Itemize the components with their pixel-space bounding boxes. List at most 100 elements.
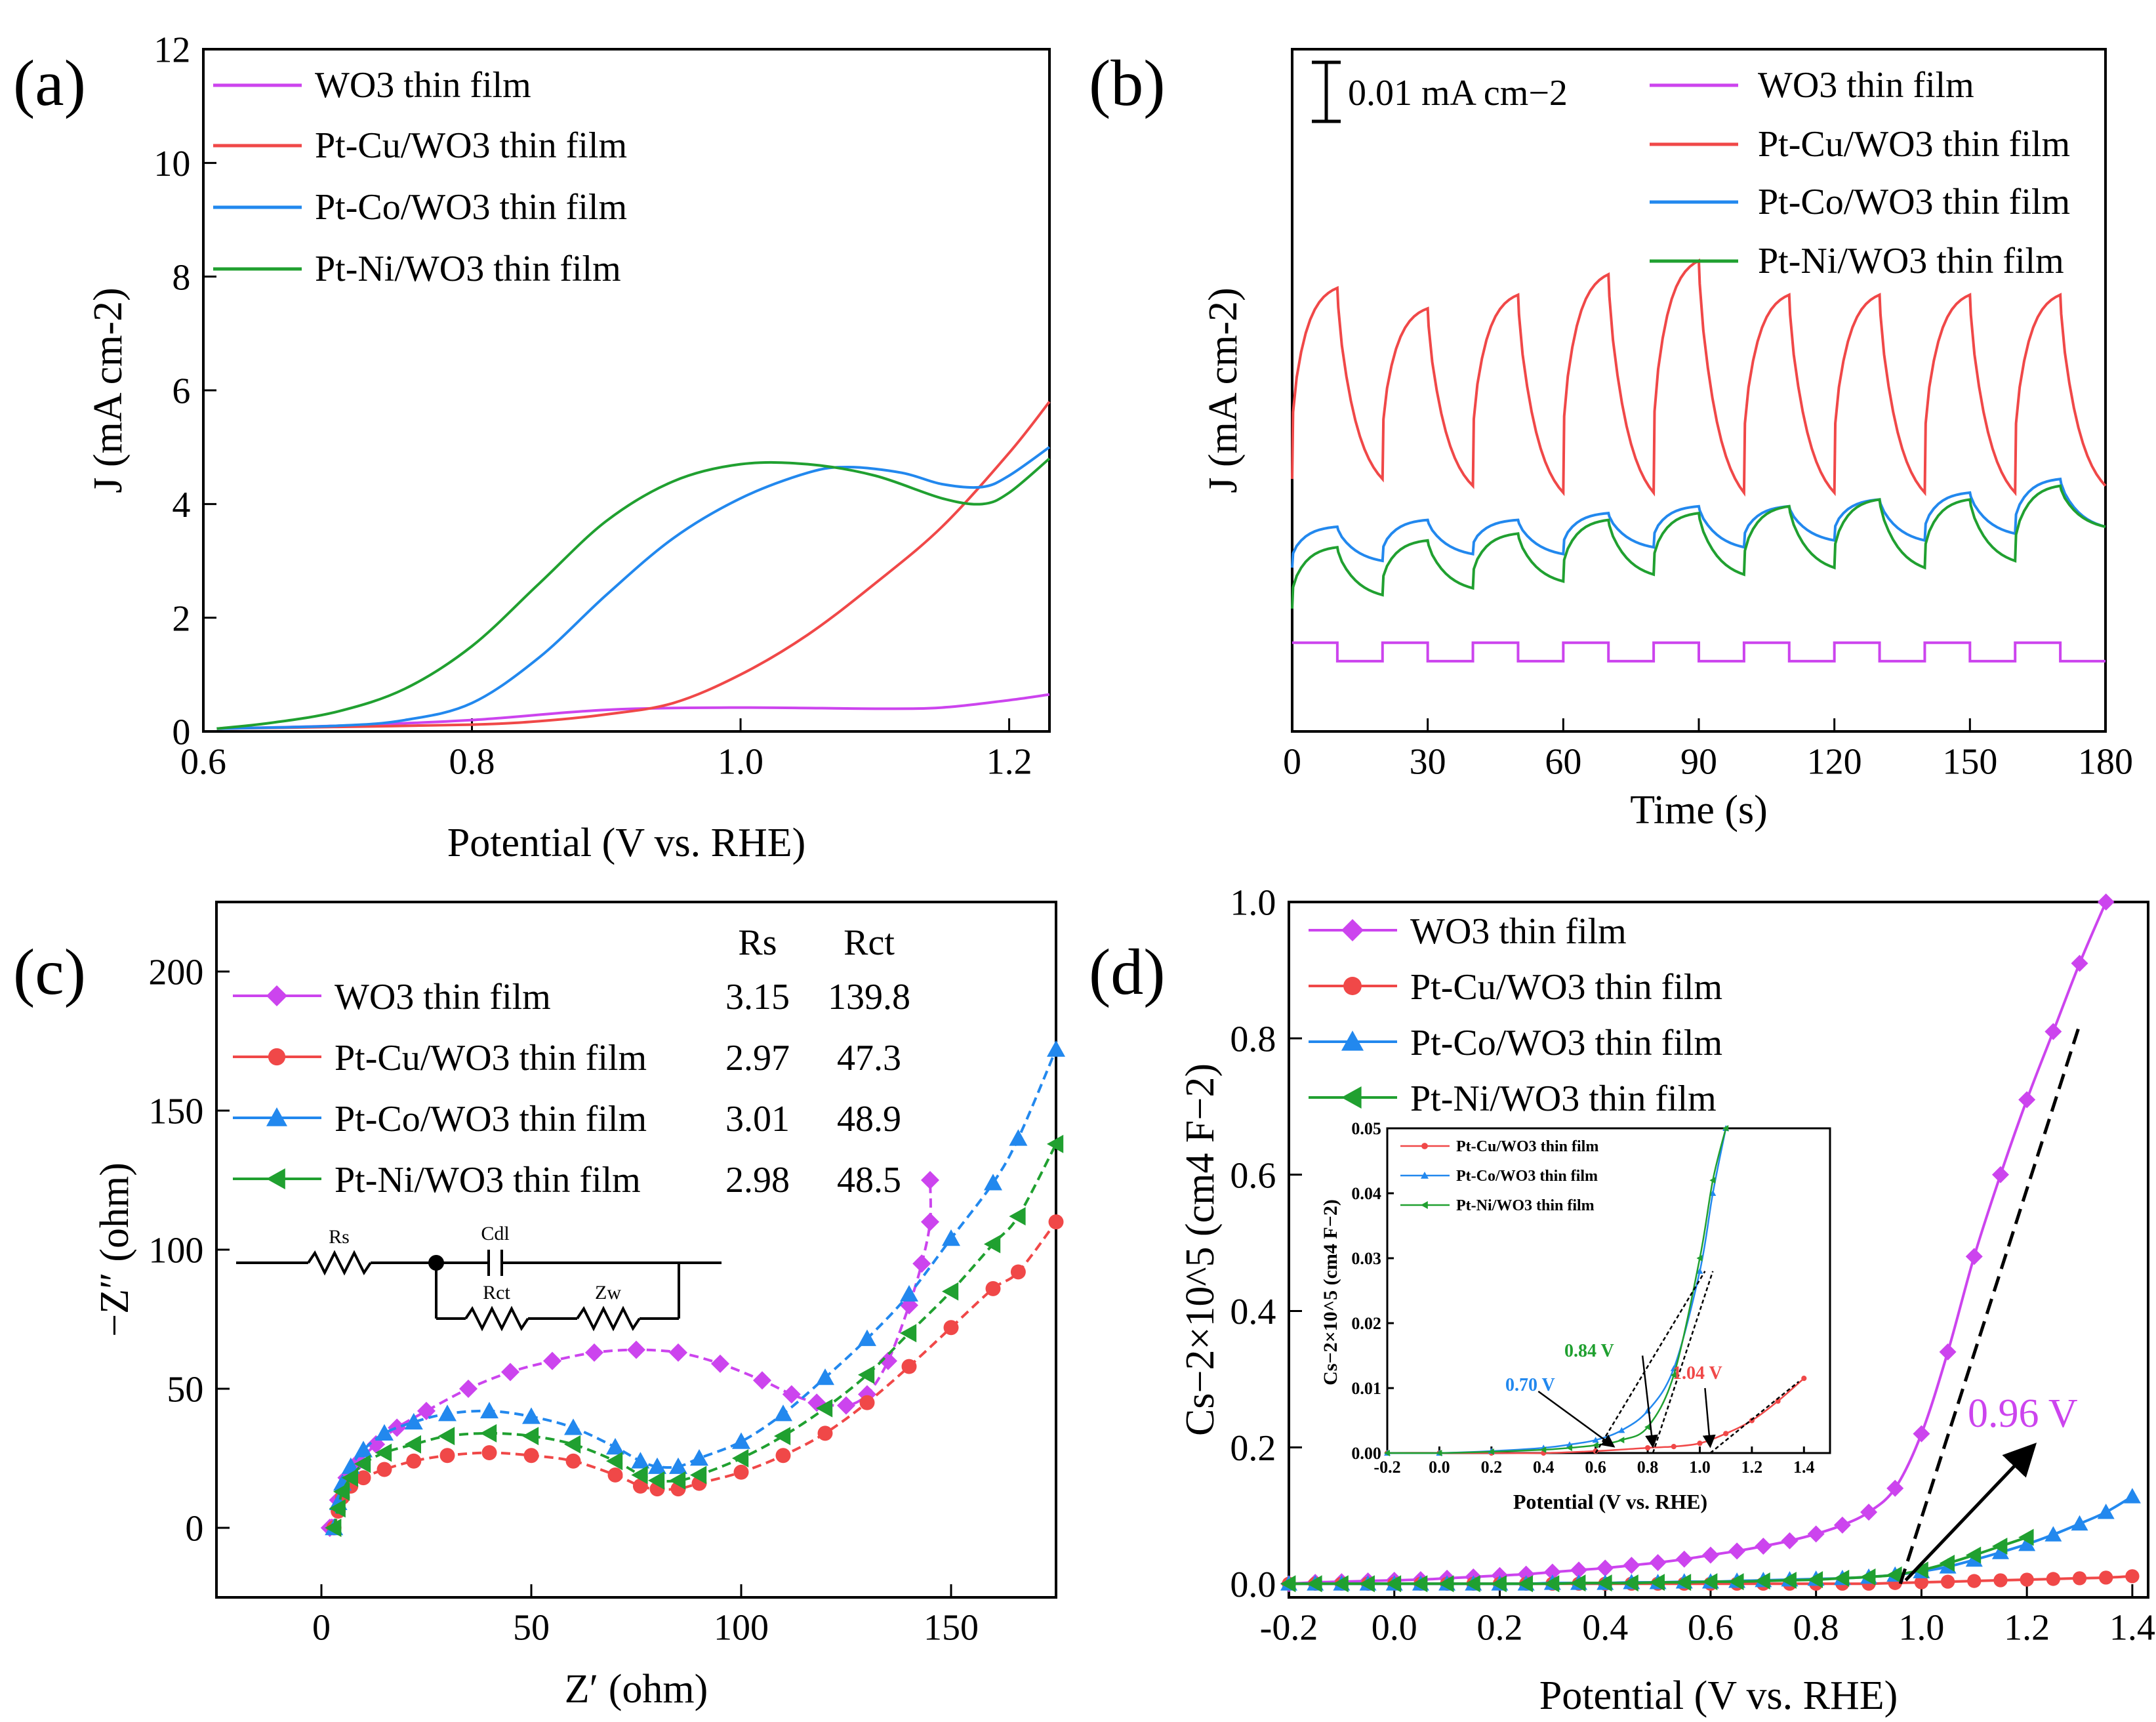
point-c-wo3 [417, 1401, 436, 1420]
panel-c-ticks: 0 50 100 150 0 50 100 150 200 [148, 953, 979, 1649]
inset-series [1384, 1125, 1807, 1456]
inset-legend-marker-ni [1421, 1201, 1428, 1209]
line-c-ni [333, 1143, 1057, 1528]
point-c-ni [404, 1435, 421, 1454]
x-tick-label: 1.2 [2004, 1607, 2050, 1648]
legend-c-cu: Pt-Cu/WO3 thin film [335, 1038, 647, 1078]
y-tick-label: 50 [167, 1370, 203, 1410]
point-d-ni [1623, 1574, 1638, 1592]
point-c-ni [858, 1365, 875, 1384]
point-c-cu [859, 1395, 875, 1410]
panel-a: (a) 0.6 0.8 1.0 1.2 0 2 4 6 8 10 12 WO3 thin film … [13, 30, 1051, 865]
point-c-wo3 [711, 1354, 729, 1373]
point-c-cu [943, 1320, 959, 1336]
point-c-ni [631, 1466, 648, 1485]
line-a-ni [216, 457, 1051, 730]
point-inset-ni [1436, 1450, 1442, 1456]
point-c-ni [341, 1468, 358, 1487]
circuit-node [428, 1255, 444, 1271]
panel-c: (c) 0 50 100 150 0 50 100 150 200 Rs Rct WO3 thi… [13, 901, 1065, 1712]
point-inset-ni [1618, 1437, 1625, 1444]
point-c-cu [356, 1470, 371, 1486]
inset-annotation-104v: 1.04 V [1673, 1363, 1722, 1384]
inset-annotation-070v: 0.70 V [1505, 1375, 1555, 1395]
point-d-wo3 [2018, 1091, 2036, 1109]
point-d-cu [2099, 1570, 2113, 1585]
point-d-ni [1833, 1569, 1850, 1587]
line-b-ni [1291, 484, 2106, 609]
point-c-cu [733, 1464, 749, 1480]
point-d-wo3 [1913, 1425, 1930, 1443]
point-d-cu [1914, 1575, 1929, 1589]
legend-d-cu: Pt-Cu/WO3 thin film [1410, 967, 1722, 1008]
panel-d-ticks: -0.2 0.0 0.2 0.4 0.6 0.8 1.0 1.2 1.40.00.20.40.6… [1230, 883, 2155, 1649]
point-c-co [354, 1441, 373, 1458]
y-tick-label: 200 [148, 953, 203, 993]
point-d-wo3 [1860, 1504, 1878, 1521]
point-c-ni [329, 1499, 346, 1518]
point-inset-ni [1696, 1255, 1703, 1261]
point-c-ni [1009, 1207, 1026, 1226]
point-c-co [816, 1368, 834, 1385]
point-c-co [480, 1401, 498, 1419]
point-d-wo3 [1649, 1554, 1667, 1571]
point-c-wo3 [669, 1343, 687, 1362]
y-tick-label: 0.0 [1230, 1565, 1276, 1605]
panel-a-legend: WO3 thin film Pt-Cu/WO3 thin film Pt-Co/… [213, 65, 627, 289]
point-d-ni [1385, 1575, 1402, 1593]
x-tick-label: 0.8 [449, 741, 495, 782]
resistor-rs [307, 1250, 372, 1276]
x-tick-label: 1.0 [1898, 1607, 1944, 1648]
point-d-wo3 [1991, 1166, 2009, 1183]
point-d-cu [1993, 1573, 2008, 1588]
point-c-wo3 [388, 1418, 407, 1437]
point-c-ni [1047, 1134, 1064, 1153]
panel-b-ticks: 0 30 60 90 120 150 180 [1283, 718, 2133, 782]
point-inset-ni [1488, 1448, 1494, 1456]
rct-cu: 47.3 [837, 1038, 901, 1078]
x-tick-label: 0.8 [1793, 1607, 1839, 1648]
circuit-label-cdl: Cdl [481, 1223, 509, 1244]
legend-a-wo3: WO3 thin film [315, 65, 531, 106]
legend-a-co: Pt-Co/WO3 thin film [315, 187, 627, 228]
x-tick-label: 1.0 [718, 741, 763, 782]
fit-line-wo3 [1898, 1024, 2081, 1584]
x-tick-label: 1.4 [1793, 1458, 1815, 1477]
line-b-co [1291, 477, 2106, 568]
rct-co: 48.9 [837, 1099, 901, 1139]
inset-legend-marker-cu [1421, 1143, 1428, 1149]
x-tick-label: 100 [714, 1607, 769, 1648]
point-d-wo3 [1701, 1546, 1719, 1564]
point-d-ni [1939, 1555, 1955, 1572]
point-c-co [1009, 1129, 1028, 1146]
line-a-co [216, 446, 1051, 730]
point-d-ni [1860, 1568, 1876, 1586]
x-tick-label: 120 [1807, 741, 1862, 782]
point-c-ni [480, 1424, 497, 1443]
rs-ni: 2.98 [725, 1160, 790, 1200]
point-c-cu [817, 1425, 833, 1441]
panel-b-label: (b) [1089, 47, 1166, 119]
point-d-wo3 [1597, 1559, 1614, 1577]
point-c-ni [606, 1452, 623, 1471]
point-d-ni [1886, 1566, 1902, 1584]
y-tick-label: 0.8 [1230, 1019, 1276, 1059]
point-d-ni [1807, 1570, 1823, 1588]
legend-b-ni: Pt-Ni/WO3 thin film [1758, 241, 2064, 281]
x-tick-label: 0.6 [1688, 1607, 1734, 1648]
x-tick-label: 1.2 [1741, 1458, 1763, 1477]
point-d-wo3 [1728, 1542, 1746, 1560]
legend-d-marker-wo3 [1341, 919, 1364, 941]
point-c-co [631, 1452, 650, 1469]
inset-legend-ni: Pt-Ni/WO3 thin film [1456, 1197, 1595, 1214]
point-c-ni [942, 1282, 959, 1301]
x-tick-label: 0.4 [1582, 1607, 1628, 1648]
point-c-ni [522, 1427, 539, 1446]
x-tick-label: 90 [1680, 741, 1717, 782]
inset-arrow-104v [1702, 1387, 1716, 1448]
x-tick-label: 0 [1283, 741, 1301, 782]
point-inset-ni [1566, 1445, 1572, 1452]
point-c-ni [669, 1471, 686, 1490]
x-tick-label: -0.2 [1373, 1458, 1400, 1477]
inset-fit-cu [1595, 1271, 1706, 1454]
